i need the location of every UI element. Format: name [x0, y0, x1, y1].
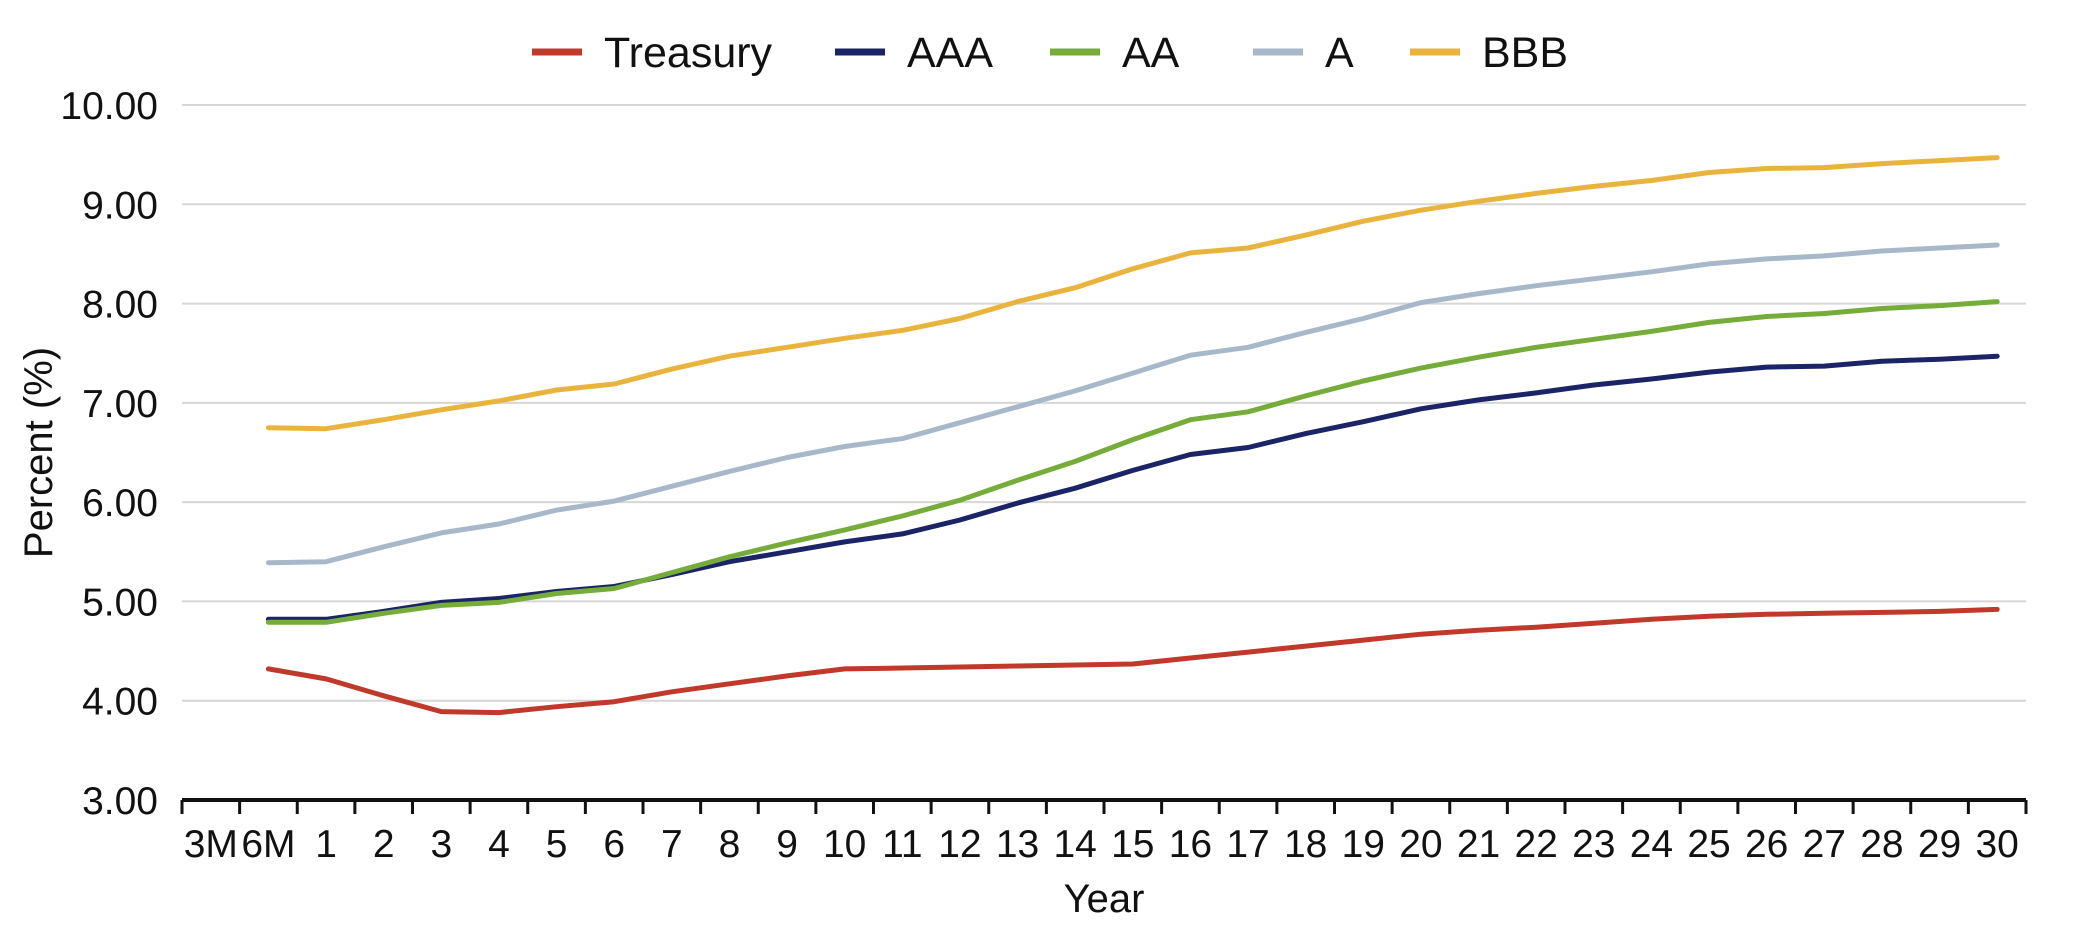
series-line-treasury — [265, 606, 2000, 716]
series-lines — [265, 155, 2000, 716]
y-tick-label: 10.00 — [60, 85, 158, 128]
x-tick-label: 24 — [1630, 823, 1673, 866]
x-tick-label: 3 — [430, 823, 452, 866]
y-tick-label: 8.00 — [82, 284, 158, 327]
x-tick-label: 25 — [1687, 823, 1730, 866]
x-tick-label: 30 — [1975, 823, 2018, 866]
x-tick-label: 23 — [1572, 823, 1615, 866]
y-tick-label: 6.00 — [82, 482, 158, 525]
x-tick-label: 29 — [1918, 823, 1961, 866]
x-tick-label: 16 — [1169, 823, 1212, 866]
series-line-bbb — [265, 155, 2000, 432]
x-tick-label: 8 — [719, 823, 741, 866]
x-tick-label: 12 — [938, 823, 981, 866]
legend-label-treasury: Treasury — [604, 29, 773, 77]
x-tick-label: 27 — [1803, 823, 1846, 866]
legend-label-a: A — [1325, 29, 1354, 77]
x-tick-label: 17 — [1226, 823, 1269, 866]
x-tick-label: 1 — [315, 823, 337, 866]
x-tick-label: 4 — [488, 823, 510, 866]
gridlines — [182, 104, 2026, 702]
legend-label-bbb: BBB — [1482, 29, 1568, 77]
x-tick-label: 21 — [1457, 823, 1500, 866]
x-axis-title: Year — [1064, 877, 1145, 921]
y-tick-label: 5.00 — [82, 581, 158, 624]
x-tick-label: 20 — [1399, 823, 1442, 866]
y-tick-label: 3.00 — [82, 780, 158, 823]
x-tick-label: 26 — [1745, 823, 1788, 866]
legend-label-aaa: AAA — [907, 29, 993, 77]
x-tick-label: 5 — [546, 823, 568, 866]
x-tick-label: 6M — [241, 823, 295, 866]
legend: Treasury AAA AA A BBB — [532, 29, 1568, 77]
x-tick-label: 3M — [184, 823, 238, 866]
y-tick-label: 7.00 — [82, 383, 158, 426]
y-axis-title: Percent (%) — [17, 347, 61, 558]
legend-label-aa: AA — [1122, 29, 1180, 77]
series-line-aa — [265, 299, 2000, 625]
series-line-a — [265, 242, 2000, 566]
y-tick-label: 9.00 — [82, 184, 158, 227]
x-tick-label: 6 — [603, 823, 625, 866]
x-tick-label: 14 — [1053, 823, 1096, 866]
y-tick-label: 4.00 — [82, 681, 158, 724]
x-tick-label: 15 — [1111, 823, 1154, 866]
x-tick-label: 19 — [1342, 823, 1385, 866]
x-tick-label: 18 — [1284, 823, 1327, 866]
x-tick-label: 22 — [1514, 823, 1557, 866]
x-tick-label: 9 — [776, 823, 798, 866]
x-tick-label: 28 — [1860, 823, 1903, 866]
x-tick-label: 13 — [996, 823, 1039, 866]
x-tick-label: 11 — [882, 823, 923, 866]
x-tick-label: 7 — [661, 823, 683, 866]
x-tick-label: 10 — [823, 823, 866, 866]
x-tick-label: 2 — [373, 823, 395, 866]
